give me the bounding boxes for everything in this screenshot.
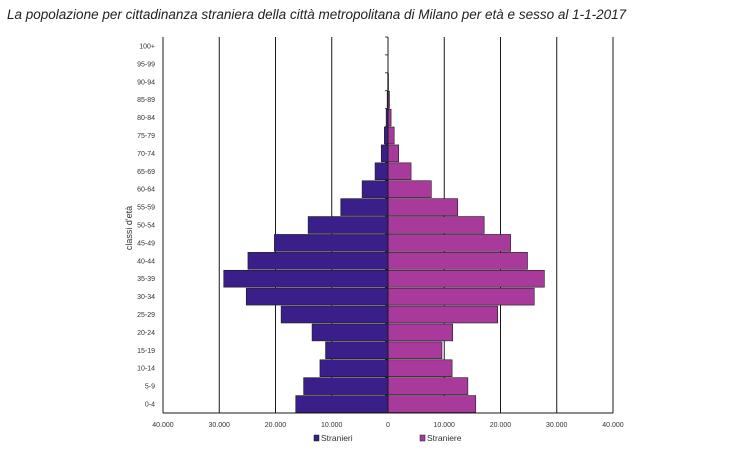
bar-straniere-45-49 bbox=[387, 234, 511, 252]
y-tick-label-50-54: 50-54 bbox=[137, 223, 155, 230]
y-tick-label-70-74: 70-74 bbox=[137, 151, 155, 158]
legend: Stranieri Straniere bbox=[313, 433, 462, 443]
bar-stranieri-35-39 bbox=[223, 269, 389, 288]
y-tick-label-60-64: 60-64 bbox=[137, 187, 155, 194]
bar-stranieri-65-69 bbox=[374, 162, 389, 181]
bar-straniere-10-14 bbox=[387, 359, 453, 377]
y-tick-label-100+: 100+ bbox=[139, 43, 155, 50]
y-tick-label-90-94: 90-94 bbox=[137, 79, 155, 86]
x-tick-label-0: 40.000 bbox=[152, 422, 174, 429]
y-axis-label: classi d'età bbox=[124, 206, 134, 250]
bar-stranieri-75-79 bbox=[384, 126, 389, 145]
x-tick-label-5: 10.000 bbox=[434, 422, 456, 429]
bar-straniere-70-74 bbox=[387, 144, 399, 163]
bars bbox=[223, 37, 545, 413]
bar-straniere-50-54 bbox=[387, 216, 485, 234]
bar-stranieri-70-74 bbox=[380, 144, 389, 163]
legend-swatch-stranieri bbox=[313, 434, 320, 442]
bar-straniere-25-29 bbox=[387, 305, 498, 324]
x-tick-label-6: 20.000 bbox=[490, 422, 512, 429]
bar-straniere-55-59 bbox=[387, 198, 459, 216]
y-tick-label-15-19: 15-19 bbox=[137, 348, 155, 355]
y-tick-label-45-49: 45-49 bbox=[137, 240, 155, 247]
y-tick-label-55-59: 55-59 bbox=[137, 205, 155, 212]
axes: 0-4 5-9 10-14 15-19 20-24 25-29 30-34 35-39 40-4… bbox=[137, 36, 624, 429]
bar-straniere-40-44 bbox=[387, 252, 528, 270]
bar-straniere-5-9 bbox=[387, 377, 469, 395]
bar-straniere-65-69 bbox=[387, 162, 412, 181]
bar-stranieri-30-34 bbox=[245, 287, 389, 306]
y-tick-label-30-34: 30-34 bbox=[137, 294, 155, 301]
bar-straniere-60-64 bbox=[387, 180, 432, 198]
bar-stranieri-0-4 bbox=[295, 395, 389, 413]
legend-label-stranieri: Stranieri bbox=[321, 433, 353, 443]
bar-stranieri-55-59 bbox=[340, 198, 389, 216]
bar-straniere-15-19 bbox=[387, 341, 443, 360]
bar-straniere-0-4 bbox=[387, 395, 477, 413]
bar-stranieri-15-19 bbox=[325, 341, 389, 360]
bar-stranieri-40-44 bbox=[247, 252, 389, 270]
y-tick-label-95-99: 95-99 bbox=[137, 61, 155, 68]
y-tick-label-75-79: 75-79 bbox=[137, 133, 155, 140]
y-tick-label-80-84: 80-84 bbox=[137, 115, 155, 122]
chart-title: La popolazione per cittadinanza stranier… bbox=[7, 7, 627, 22]
y-tick-label-0-4: 0-4 bbox=[145, 402, 155, 409]
x-tick-label-7: 30.000 bbox=[546, 422, 568, 429]
y-tick-label-40-44: 40-44 bbox=[137, 258, 155, 265]
bar-straniere-75-79 bbox=[387, 126, 395, 145]
x-tick-label-4: 0 bbox=[386, 422, 390, 429]
bar-straniere-30-34 bbox=[387, 287, 535, 306]
x-tick-label-1: 30.000 bbox=[209, 422, 231, 429]
bar-stranieri-60-64 bbox=[361, 180, 389, 198]
bar-stranieri-10-14 bbox=[319, 359, 389, 377]
bar-stranieri-45-49 bbox=[274, 234, 389, 252]
x-tick-label-3: 10.000 bbox=[321, 422, 343, 429]
bar-straniere-20-24 bbox=[387, 323, 453, 342]
bar-stranieri-25-29 bbox=[280, 305, 389, 324]
y-tick-label-35-39: 35-39 bbox=[137, 276, 155, 283]
bar-stranieri-20-24 bbox=[311, 323, 389, 342]
y-tick-label-20-24: 20-24 bbox=[137, 330, 155, 337]
bar-stranieri-50-54 bbox=[307, 216, 389, 234]
y-tick-label-10-14: 10-14 bbox=[137, 366, 155, 373]
bar-straniere-35-39 bbox=[387, 269, 545, 288]
legend-swatch-straniere bbox=[419, 434, 426, 442]
legend-label-straniere: Straniere bbox=[427, 433, 462, 443]
bar-stranieri-5-9 bbox=[303, 377, 389, 395]
y-tick-label-65-69: 65-69 bbox=[137, 169, 155, 176]
x-tick-label-8: 40.000 bbox=[602, 422, 624, 429]
y-tick-label-5-9: 5-9 bbox=[145, 384, 155, 391]
y-tick-label-85-89: 85-89 bbox=[137, 97, 155, 104]
y-tick-label-25-29: 25-29 bbox=[137, 312, 155, 319]
x-tick-label-2: 20.000 bbox=[265, 422, 287, 429]
